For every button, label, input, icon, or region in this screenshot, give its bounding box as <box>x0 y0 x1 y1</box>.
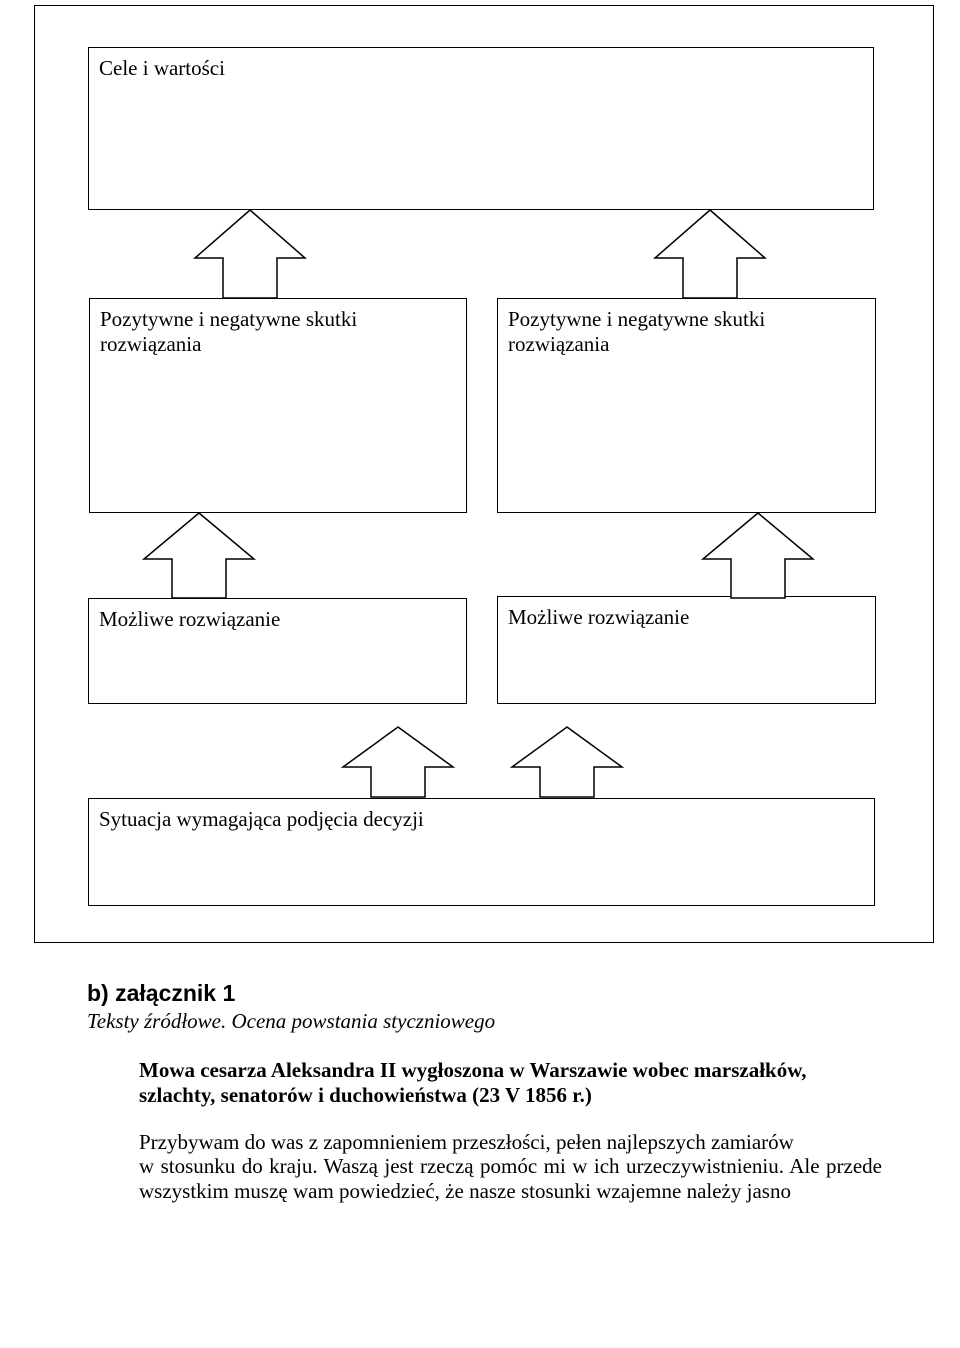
body-paragraph: Przybywam do was z zapomnieniem przeszło… <box>87 1130 882 1204</box>
body-paragraph-rest: w stosunku do kraju. Waszą jest rzeczą p… <box>139 1154 882 1203</box>
arrow-lowright-to-midright <box>703 513 813 598</box>
box-solution-right: Możliwe rozwiązanie <box>497 596 876 704</box>
box-solution-right-label: Możliwe rozwiązanie <box>508 605 689 629</box>
box-solution-left: Możliwe rozwiązanie <box>88 598 467 704</box>
body-paragraph-line1: Przybywam do was z zapomnieniem przeszło… <box>139 1130 882 1155</box>
arrow-bottom-to-lowright <box>512 727 622 797</box>
box-situation-label: Sytuacja wymagająca podjęcia decyzji <box>99 807 424 831</box>
box-pros-cons-left-label: Pozytywne i negatywne skutki rozwiązania <box>100 307 357 356</box>
box-pros-cons-left: Pozytywne i negatywne skutki rozwiązania <box>89 298 467 513</box>
attachment-title: b) załącznik 1 <box>87 980 882 1007</box>
speech-title: Mowa cesarza Aleksandra II wygłoszona w … <box>87 1058 882 1108</box>
arrow-midleft-to-top <box>195 210 305 298</box>
box-pros-cons-right-label: Pozytywne i negatywne skutki rozwiązania <box>508 307 765 356</box>
box-pros-cons-right: Pozytywne i negatywne skutki rozwiązania <box>497 298 876 513</box>
box-goals-values: Cele i wartości <box>88 47 874 210</box>
source-line: Teksty źródłowe. Ocena powstania styczni… <box>87 1009 882 1034</box>
box-goals-values-label: Cele i wartości <box>99 56 225 80</box>
arrow-lowleft-to-midleft <box>144 513 254 598</box>
arrow-bottom-to-lowleft <box>343 727 453 797</box>
box-solution-left-label: Możliwe rozwiązanie <box>99 607 280 631</box>
page-canvas: Cele i wartości Pozytywne i negatywne sk… <box>0 0 960 1348</box>
box-situation: Sytuacja wymagająca podjęcia decyzji <box>88 798 875 906</box>
text-section: b) załącznik 1 Teksty źródłowe. Ocena po… <box>87 980 882 1204</box>
arrow-midright-to-top <box>655 210 765 298</box>
